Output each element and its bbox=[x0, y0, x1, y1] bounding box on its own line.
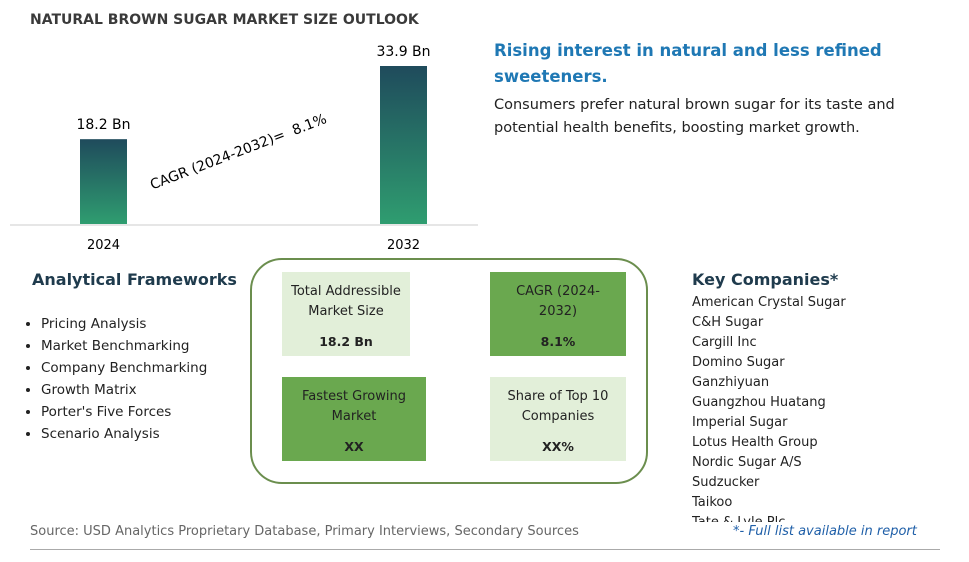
company-item: Lotus Health Group bbox=[692, 435, 818, 450]
metric-value: 8.1% bbox=[540, 334, 576, 349]
metric-card: Fastest Growing Market XX bbox=[282, 377, 426, 461]
metric-card: Share of Top 10 Companies XX% bbox=[490, 377, 626, 461]
source: Source: USD Analytics Proprietary Databa… bbox=[30, 524, 579, 539]
x-tick-label: 2024 bbox=[87, 238, 120, 253]
metric-label: CAGR (2024-2032) bbox=[516, 284, 600, 319]
company-item: Tate & Lyle Plc bbox=[692, 513, 942, 522]
metric-label: Fastest Growing Market bbox=[302, 389, 406, 424]
value-label: 18.2 Bn bbox=[76, 117, 130, 133]
framework-item: Growth Matrix bbox=[41, 379, 207, 401]
companies-note: *- Full list available in report bbox=[733, 524, 917, 539]
framework-item: Porter's Five Forces bbox=[41, 401, 207, 423]
frameworks-list: Pricing AnalysisMarket BenchmarkingCompa… bbox=[14, 313, 207, 445]
highlight-text: Consumers prefer natural brown sugar for… bbox=[494, 97, 895, 136]
framework-item: Company Benchmarking bbox=[41, 357, 207, 379]
company-item: Sudzucker bbox=[692, 475, 760, 490]
highlight-heading: Rising interest in natural and less refi… bbox=[494, 41, 882, 86]
cagr-annotation: CAGR (2024-2032)= 8.1% bbox=[148, 111, 329, 193]
chart-title: NATURAL BROWN SUGAR MARKET SIZE OUTLOOK bbox=[30, 12, 419, 28]
metric-card: Total Addressible Market Size 18.2 Bn bbox=[282, 272, 410, 356]
company-item: Guangzhou Huatang bbox=[692, 395, 826, 410]
footer-rule bbox=[30, 549, 940, 550]
x-tick-label: 2032 bbox=[387, 238, 420, 253]
bar bbox=[80, 139, 127, 224]
metric-label: Share of Top 10 Companies bbox=[507, 389, 609, 424]
metrics-frame bbox=[250, 258, 648, 484]
company-item: Taikoo bbox=[692, 495, 733, 510]
companies-box: American Crystal Sugar C&H Sugar Cargill I… bbox=[692, 293, 942, 522]
frameworks-title: Analytical Frameworks bbox=[32, 270, 237, 289]
bar bbox=[380, 66, 427, 224]
value-label: 33.9 Bn bbox=[376, 44, 430, 60]
company-item: Nordic Sugar A/S bbox=[692, 455, 802, 470]
companies-list: American Crystal Sugar C&H Sugar Cargill I… bbox=[692, 293, 942, 522]
framework-item: Pricing Analysis bbox=[41, 313, 207, 335]
chart: CAGR (2024-2032)= 8.1% 18.2 Bn 2024 33.9 B… bbox=[10, 44, 478, 253]
metric-card: CAGR (2024-2032) 8.1% bbox=[490, 272, 626, 356]
metric-value: XX% bbox=[542, 439, 574, 454]
metric-label: Total Addressible Market Size bbox=[291, 284, 401, 319]
company-item: Domino Sugar bbox=[692, 355, 785, 370]
company-item: American Crystal Sugar bbox=[692, 295, 846, 310]
company-item: Imperial Sugar bbox=[692, 415, 788, 430]
company-item: Ganzhiyuan bbox=[692, 375, 770, 390]
framework-item: Scenario Analysis bbox=[41, 423, 207, 445]
metric-value: 18.2 Bn bbox=[319, 334, 373, 349]
framework-item: Market Benchmarking bbox=[41, 335, 207, 357]
company-item: Cargill Inc bbox=[692, 335, 757, 350]
companies-title: Key Companies* bbox=[692, 270, 839, 289]
company-item: C&H Sugar bbox=[692, 315, 764, 330]
metric-value: XX bbox=[344, 439, 364, 454]
